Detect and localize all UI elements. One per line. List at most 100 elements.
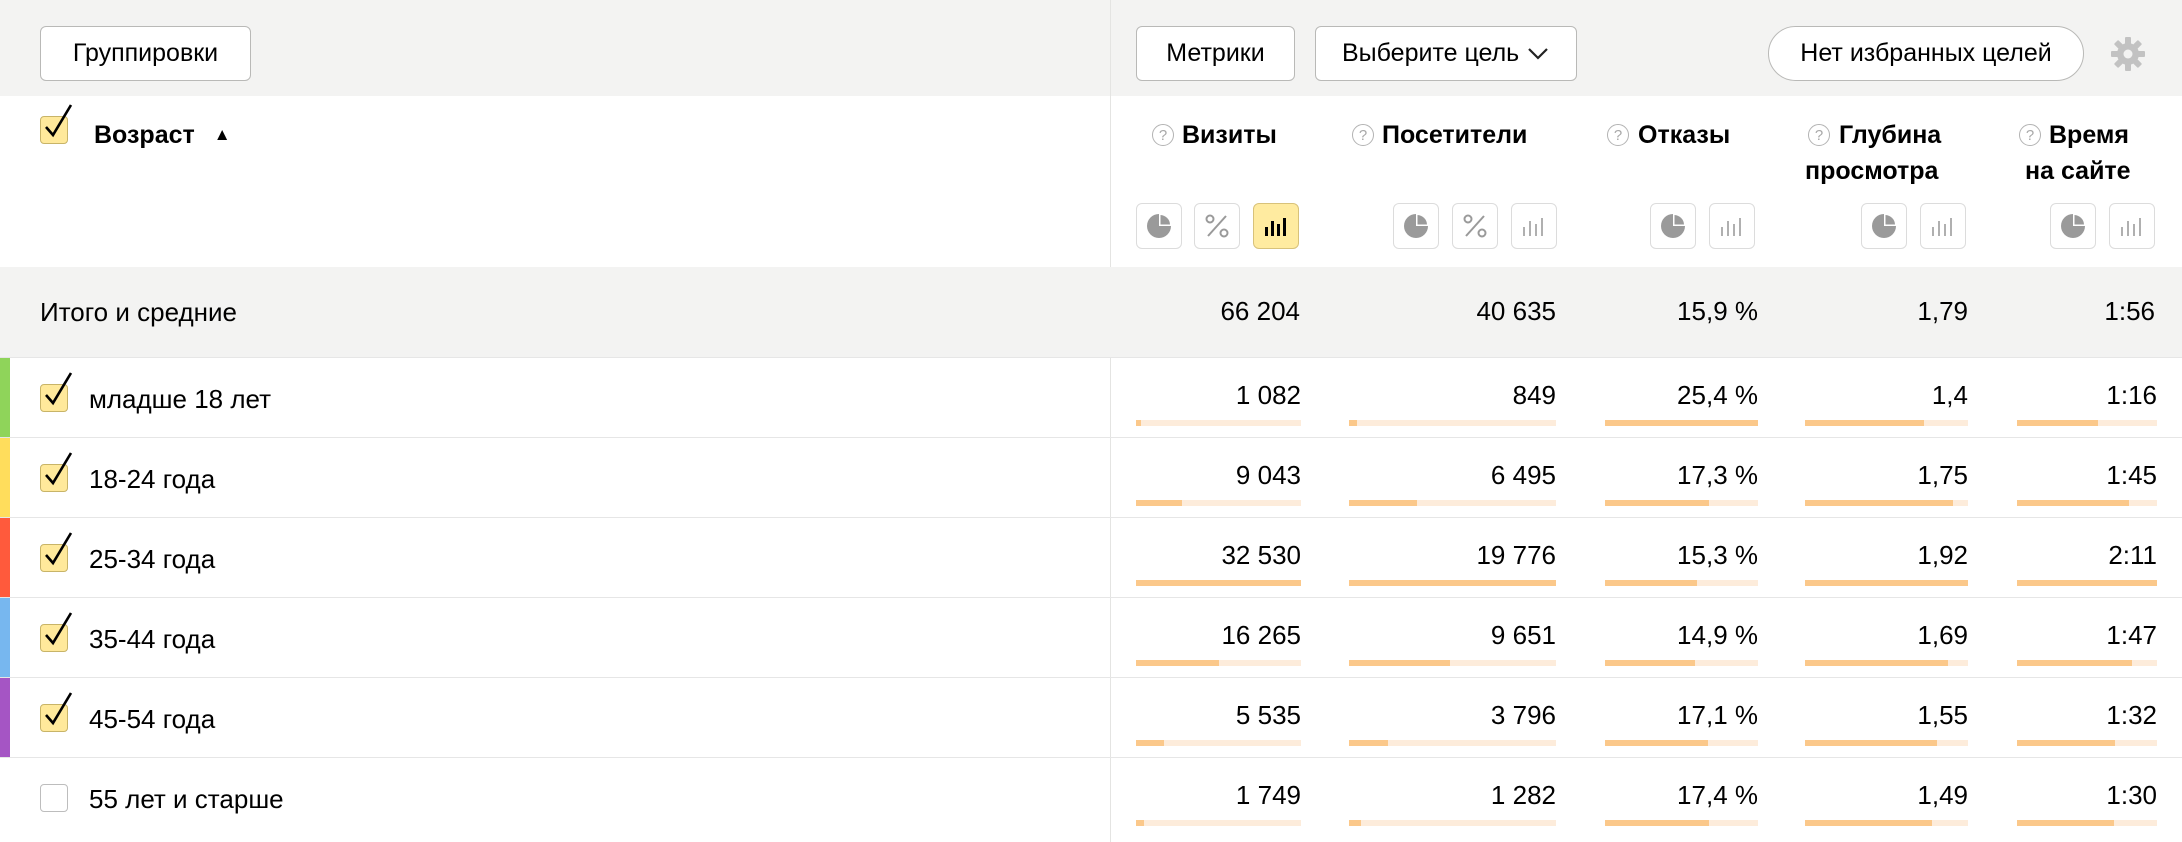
goal-select[interactable]: Выберите цель (1315, 26, 1577, 81)
share-bar-fill (1136, 420, 1141, 426)
share-bar-track (1136, 580, 1301, 586)
row-value: 16 265 (1221, 620, 1301, 650)
pie-chart-icon (1661, 213, 1686, 238)
share-bar-fill (1605, 580, 1697, 586)
totals-depth: 1,79 (1917, 296, 1968, 326)
row-checkbox[interactable] (40, 692, 73, 732)
share-bar-fill (1605, 820, 1709, 826)
row-value: 17,1 % (1677, 700, 1758, 730)
share-bar-track (1605, 820, 1758, 826)
series-color-stripe (0, 358, 10, 437)
row-checkbox[interactable] (40, 532, 73, 572)
share-bar-fill (1805, 740, 1937, 746)
column-title: Время (2049, 121, 2129, 149)
series-color-stripe (0, 598, 10, 677)
help-icon[interactable]: ? (2019, 124, 2041, 146)
share-bar-fill (2017, 580, 2157, 586)
row-checkbox[interactable] (40, 612, 73, 652)
share-bar-track (1805, 660, 1968, 666)
row-value: 5 535 (1235, 700, 1301, 730)
row-value: 1,92 (1917, 540, 1968, 570)
favorite-goals-button[interactable]: Нет избранных целей (1768, 26, 2084, 81)
table-row[interactable]: 45-54 года 5 535 3 796 17,1 % 1,55 1:32 (0, 677, 2182, 757)
percent-icon (1463, 214, 1487, 238)
checkmark-icon (45, 532, 73, 566)
pie-chart-icon (1872, 213, 1897, 238)
bar-chart-icon (1721, 218, 1741, 236)
share-bar-track (1136, 820, 1301, 826)
help-icon[interactable]: ? (1352, 124, 1374, 146)
share-bar-track (1805, 580, 1968, 586)
checkmark-icon (45, 612, 73, 646)
row-value: 849 (1512, 380, 1556, 410)
percent-toggle[interactable] (1452, 203, 1498, 249)
row-checkbox[interactable] (40, 372, 73, 412)
totals-visits: 66 204 (1220, 296, 1300, 326)
bar-chart-toggle[interactable] (2109, 203, 2155, 249)
share-bar-fill (1805, 580, 1968, 586)
share-bar-track (1136, 740, 1301, 746)
share-bar-fill (1605, 500, 1709, 506)
table-row[interactable]: 35-44 года 16 265 9 651 14,9 % 1,69 1:47 (0, 597, 2182, 677)
dimension-header[interactable]: Возраст ▲ (94, 117, 231, 156)
goal-select-label: Выберите цель (1342, 39, 1520, 67)
totals-bounces: 15,9 % (1677, 296, 1758, 326)
row-value: 1,55 (1917, 700, 1968, 730)
share-bar-track (1349, 820, 1556, 826)
share-bar-fill (1605, 740, 1708, 746)
row-label: 55 лет и старше (89, 784, 284, 814)
bar-chart-toggle[interactable] (1920, 203, 1966, 249)
share-bar-track (2017, 820, 2157, 826)
table-row[interactable]: 18-24 года 9 043 6 495 17,3 % 1,75 1:45 (0, 437, 2182, 517)
metrics-button[interactable]: Метрики (1136, 26, 1295, 81)
row-value: 19 776 (1476, 540, 1556, 570)
row-checkbox[interactable] (40, 452, 73, 492)
share-bar-fill (2017, 660, 2132, 666)
row-value: 3 796 (1490, 700, 1556, 730)
share-bar-track (1805, 420, 1968, 426)
row-value: 1,69 (1917, 620, 1968, 650)
table-row[interactable]: 55 лет и старше 1 749 1 282 17,4 % 1,49 1:30 (0, 757, 2182, 837)
help-icon[interactable]: ? (1152, 124, 1174, 146)
row-label: младше 18 лет (89, 384, 272, 414)
table-row[interactable]: 25-34 года 32 530 19 776 15,3 % 1,92 2:11 (0, 517, 2182, 597)
groupings-button[interactable]: Группировки (40, 26, 251, 81)
column-title-line2: просмотра (1805, 157, 1939, 185)
row-value: 17,4 % (1677, 780, 1758, 810)
pie-chart-toggle[interactable] (1861, 203, 1907, 249)
bar-chart-toggle-active[interactable] (1253, 203, 1299, 249)
share-bar-track (1605, 500, 1758, 506)
pie-chart-toggle[interactable] (1136, 203, 1182, 249)
checkmark-icon (45, 692, 73, 726)
share-bar-fill (1805, 500, 1953, 506)
help-icon[interactable]: ? (1808, 124, 1830, 146)
share-bar-track (2017, 420, 2157, 426)
share-bar-fill (1349, 580, 1556, 586)
dimension-title: Возраст (94, 121, 195, 149)
row-value: 9 651 (1490, 620, 1556, 650)
share-bar-fill (1136, 660, 1219, 666)
gear-icon[interactable] (2110, 36, 2146, 72)
row-value: 1,49 (1917, 780, 1968, 810)
row-value: 1:47 (2106, 620, 2157, 650)
share-bar-fill (1349, 660, 1450, 666)
row-value: 14,9 % (1677, 620, 1758, 650)
row-checkbox[interactable] (40, 784, 68, 812)
share-bar-fill (1805, 820, 1932, 826)
sort-asc-icon: ▲ (213, 125, 231, 144)
share-bar-track (1605, 420, 1758, 426)
help-icon[interactable]: ? (1607, 124, 1629, 146)
pie-chart-toggle[interactable] (1650, 203, 1696, 249)
share-bar-fill (1805, 420, 1924, 426)
share-bar-fill (1136, 820, 1144, 826)
column-title: Посетители (1382, 121, 1528, 149)
pie-chart-toggle[interactable] (1393, 203, 1439, 249)
percent-toggle[interactable] (1194, 203, 1240, 249)
totals-label: Итого и средние (40, 297, 237, 327)
table-row[interactable]: младше 18 лет 1 082 849 25,4 % 1,4 1:16 (0, 357, 2182, 437)
pie-chart-toggle[interactable] (2050, 203, 2096, 249)
select-all-checkbox[interactable] (40, 104, 73, 144)
bar-chart-toggle[interactable] (1511, 203, 1557, 249)
bar-chart-toggle[interactable] (1709, 203, 1755, 249)
series-color-stripe (0, 518, 10, 597)
